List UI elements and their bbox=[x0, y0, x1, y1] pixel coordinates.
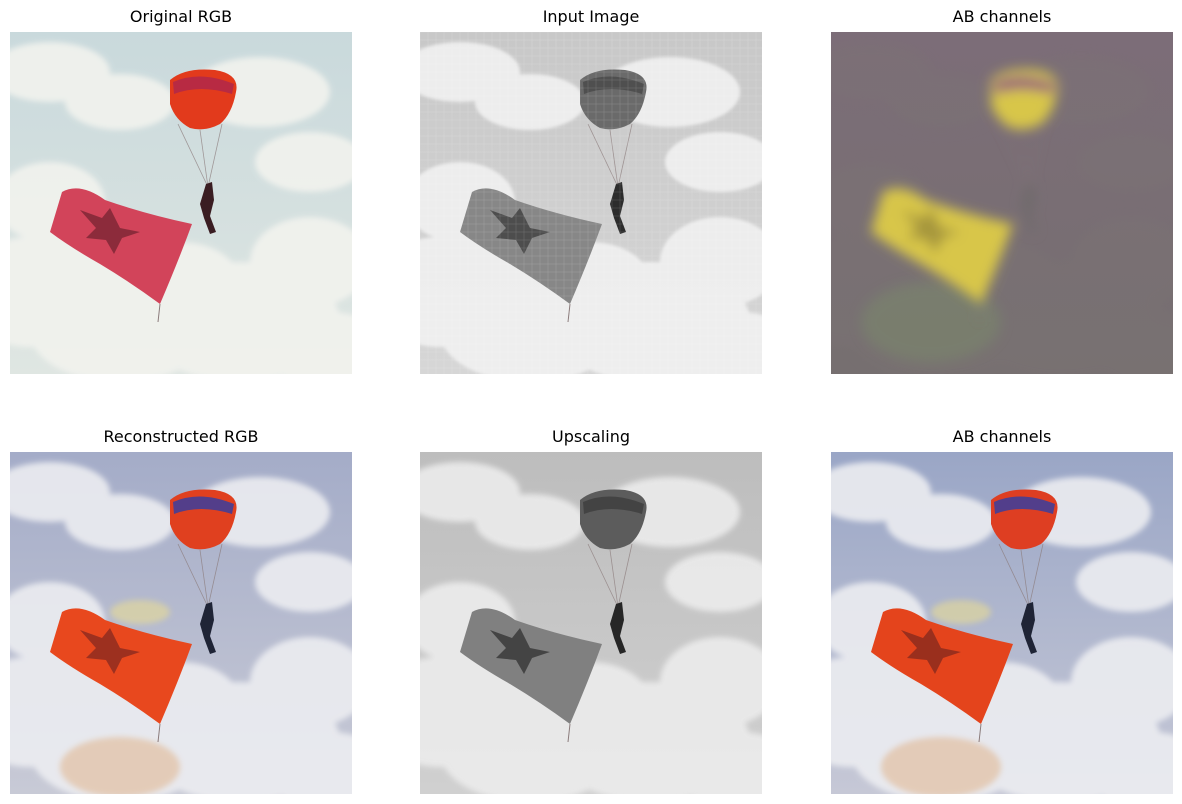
panel-title: Upscaling bbox=[552, 427, 630, 446]
panel-title: AB channels bbox=[952, 7, 1052, 26]
person bbox=[200, 602, 216, 654]
scene-image bbox=[831, 452, 1173, 794]
scene-image bbox=[831, 32, 1173, 374]
paraglider-photo bbox=[831, 32, 1173, 374]
panel-title: Reconstructed RGB bbox=[103, 427, 259, 446]
flag bbox=[871, 188, 1013, 304]
clouds bbox=[10, 462, 352, 794]
scene-image bbox=[10, 32, 352, 374]
person bbox=[1021, 602, 1037, 654]
scene-image bbox=[420, 452, 762, 794]
person bbox=[1021, 182, 1037, 234]
person bbox=[200, 182, 216, 234]
flag bbox=[871, 608, 1013, 724]
paraglider-photo bbox=[420, 452, 762, 794]
person bbox=[610, 602, 626, 654]
flag bbox=[50, 608, 192, 724]
panel-title: AB channels bbox=[952, 427, 1052, 446]
scene-image bbox=[420, 32, 762, 374]
paraglider-photo bbox=[420, 32, 762, 374]
clouds bbox=[10, 42, 352, 374]
scene-image bbox=[10, 452, 352, 794]
panel-title: Input Image bbox=[542, 7, 640, 26]
paraglider-photo bbox=[831, 452, 1173, 794]
flag bbox=[50, 188, 192, 304]
paraglider-photo bbox=[10, 32, 352, 374]
paraglider-photo bbox=[10, 452, 352, 794]
panel-title: Original RGB bbox=[129, 7, 233, 26]
flag bbox=[460, 608, 602, 724]
